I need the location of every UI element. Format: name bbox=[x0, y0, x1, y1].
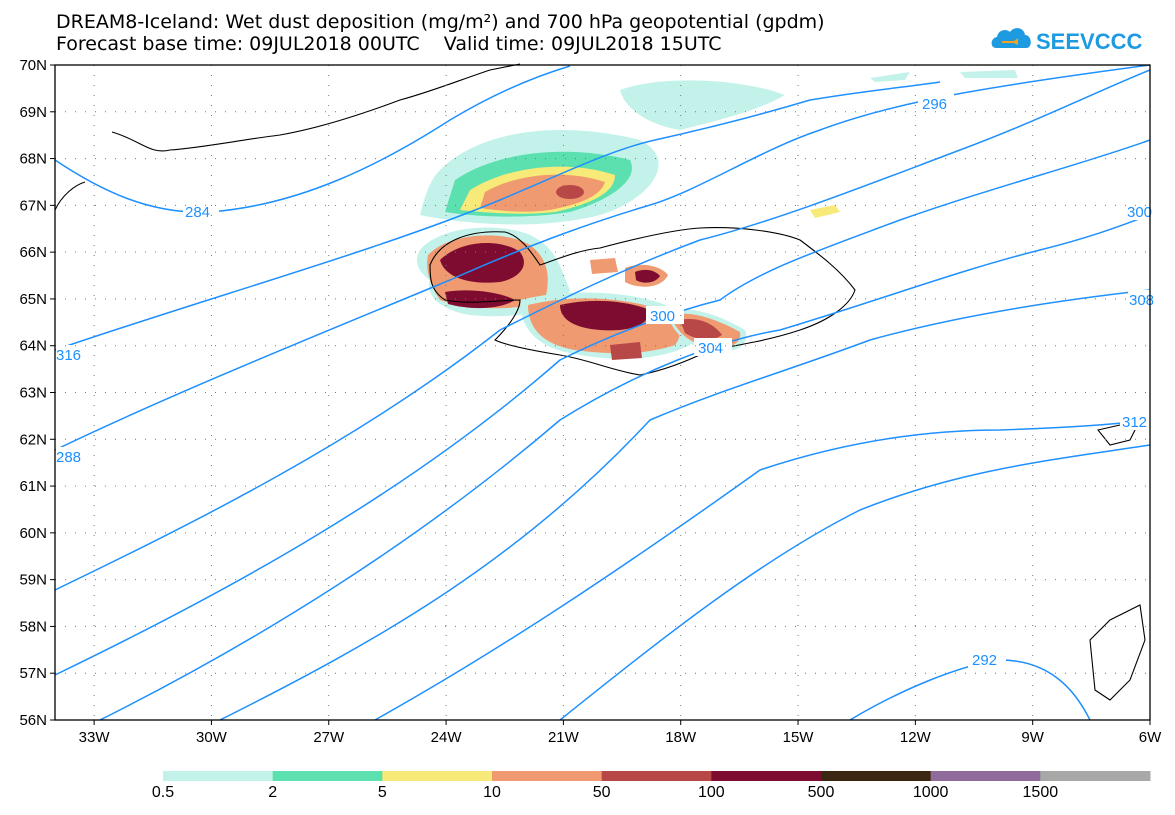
lat-label: 59N bbox=[19, 572, 47, 589]
latitude-labels: 70N 69N 68N 67N 66N 65N 64N 63N 62N 61N 60N 59N 58N 5… bbox=[19, 57, 55, 729]
lat-label: 70N bbox=[19, 57, 47, 74]
lon-label: 33W bbox=[79, 729, 111, 746]
lon-label: 9W bbox=[1021, 729, 1044, 746]
colorbar-swatch bbox=[272, 771, 383, 781]
colorbar-swatch bbox=[930, 771, 1041, 781]
seevccc-logo: SEEVCCC bbox=[991, 28, 1142, 54]
coastlines bbox=[54, 63, 1146, 701]
colorbar-label: 100 bbox=[697, 784, 725, 801]
contour-label-304: 304 bbox=[698, 340, 723, 357]
lon-label: 27W bbox=[313, 729, 345, 746]
title-line-2: Forecast base time: 09JUL2018 00UTC Vali… bbox=[56, 33, 722, 55]
colorbar-label: 5 bbox=[377, 784, 387, 801]
colorbar-label: 2 bbox=[268, 784, 278, 801]
contour-label-292: 288 bbox=[56, 449, 81, 466]
dust-deposition-shading bbox=[417, 70, 1018, 360]
contour-label-284: 284 bbox=[185, 204, 210, 221]
lat-label: 68N bbox=[19, 151, 47, 168]
iceland-coast bbox=[429, 227, 856, 376]
lat-label: 60N bbox=[19, 525, 47, 542]
contour-labels: 284 296 300 304 300 308 312 316 288 292 bbox=[56, 94, 1154, 669]
colorbar-label: 50 bbox=[592, 784, 611, 801]
lat-label: 65N bbox=[19, 291, 47, 308]
colorbar-label: 0.5 bbox=[151, 784, 175, 801]
colorbar-swatch bbox=[711, 771, 822, 781]
lon-label: 6W bbox=[1139, 729, 1162, 746]
contour-label-316: 312 bbox=[1122, 414, 1147, 431]
lat-label: 69N bbox=[19, 104, 47, 121]
greenland-east-coast bbox=[54, 181, 86, 211]
lat-label: 61N bbox=[19, 478, 47, 495]
lat-label: 62N bbox=[19, 431, 47, 448]
contour-label-288: 316 bbox=[56, 347, 81, 364]
contour-label-300: 300 bbox=[650, 308, 675, 325]
lon-label: 30W bbox=[196, 729, 228, 746]
lon-label: 15W bbox=[783, 729, 815, 746]
colorbar-swatch bbox=[492, 771, 603, 781]
lat-label: 64N bbox=[19, 338, 47, 355]
contour-label-312: 308 bbox=[1129, 292, 1154, 309]
colorbar bbox=[163, 771, 1151, 781]
longitude-labels: 33W 30W 27W 24W 21W 18W 15W 12W 9W 6W bbox=[79, 720, 1162, 746]
lat-label: 66N bbox=[19, 244, 47, 261]
lat-label: 63N bbox=[19, 385, 47, 402]
lat-label: 56N bbox=[19, 712, 47, 729]
lat-label: 67N bbox=[19, 197, 47, 214]
colorbar-label: 1500 bbox=[1022, 784, 1059, 801]
colorbar-swatch bbox=[1040, 771, 1151, 781]
lon-label: 18W bbox=[665, 729, 697, 746]
colorbar-label: 1000 bbox=[912, 784, 949, 801]
cloud-logo-icon bbox=[991, 28, 1031, 48]
scotland-coast bbox=[1089, 604, 1146, 701]
contour-label-296: 296 bbox=[922, 96, 947, 113]
title-line-1: DREAM8-Iceland: Wet dust deposition (mg/… bbox=[56, 11, 825, 33]
colorbar-swatch bbox=[382, 771, 493, 781]
contour-label-308: 300 bbox=[1127, 204, 1152, 221]
colorbar-label: 500 bbox=[807, 784, 835, 801]
lat-label: 57N bbox=[19, 665, 47, 682]
geopotential-contours bbox=[54, 64, 1151, 721]
lat-label: 58N bbox=[19, 618, 47, 635]
greenland-coast bbox=[111, 63, 521, 152]
colorbar-swatch bbox=[601, 771, 712, 781]
colorbar-swatch bbox=[821, 771, 932, 781]
logo-text: SEEVCCC bbox=[1036, 29, 1142, 54]
contour-label-320: 292 bbox=[972, 652, 997, 669]
colorbar-swatch bbox=[163, 771, 274, 781]
lon-label: 12W bbox=[900, 729, 932, 746]
lon-label: 24W bbox=[431, 729, 463, 746]
colorbar-label: 10 bbox=[483, 784, 501, 801]
lon-label: 21W bbox=[548, 729, 580, 746]
